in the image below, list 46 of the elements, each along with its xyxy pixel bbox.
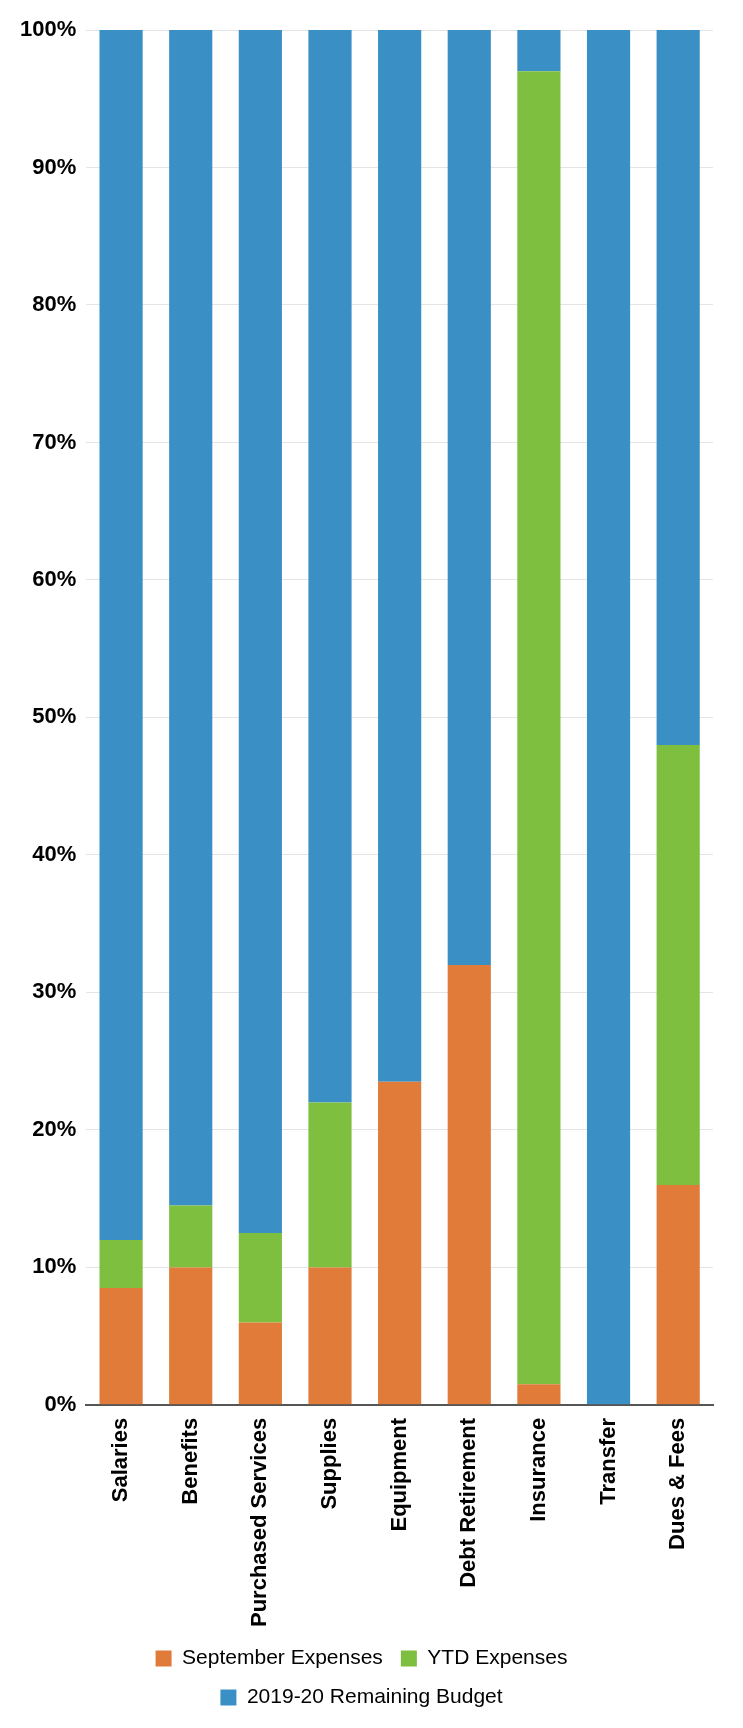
x-tick-label: Purchased Services [246,1417,272,1628]
y-tick-label: 40% [32,840,77,866]
x-tick-label: Benefits [176,1417,202,1505]
bar [378,1081,422,1405]
bar [169,30,213,1206]
y-tick-label: 90% [32,153,77,179]
x-tick-label: Debt Retirement [455,1417,481,1588]
bar [238,1233,282,1323]
bar [656,744,700,1185]
y-tick-label: 10% [32,1253,77,1279]
y-tick-label: 20% [32,1115,77,1141]
bar [308,1267,352,1405]
legend-label: September Expenses [182,1645,383,1669]
x-tick-label: Insurance [524,1417,550,1522]
y-tick-label: 50% [32,703,77,729]
x-tick-label: Equipment [385,1417,411,1532]
legend-label: YTD Expenses [427,1645,568,1669]
bar [378,30,422,1082]
bar [169,1267,213,1405]
y-tick-label: 80% [32,291,77,317]
x-tick-label: Dues & Fees [664,1417,690,1550]
bar [517,71,561,1385]
bar [656,30,700,745]
y-tick-label: 0% [44,1390,77,1416]
x-tick-label: Salaries [107,1417,133,1503]
y-tick-label: 30% [32,978,77,1004]
y-tick-label: 60% [32,566,77,592]
bar [586,30,631,1405]
bar [99,1239,143,1289]
x-tick-label: Transfer [594,1417,620,1505]
bar [308,1102,352,1268]
bar [517,30,561,72]
bar [656,1184,700,1405]
bar [517,1384,561,1405]
bar [238,30,282,1234]
bar [447,964,491,1405]
bar [99,1288,143,1405]
y-tick-label: 70% [32,428,77,454]
legend-label: 2019-20 Remaining Budget [246,1684,503,1708]
bar [308,30,352,1103]
bar [99,30,143,1240]
bar [238,1322,282,1405]
y-tick-label: 100% [19,16,77,42]
x-tick-label: Supplies [316,1417,342,1510]
bar [169,1205,213,1268]
bar [447,30,491,965]
